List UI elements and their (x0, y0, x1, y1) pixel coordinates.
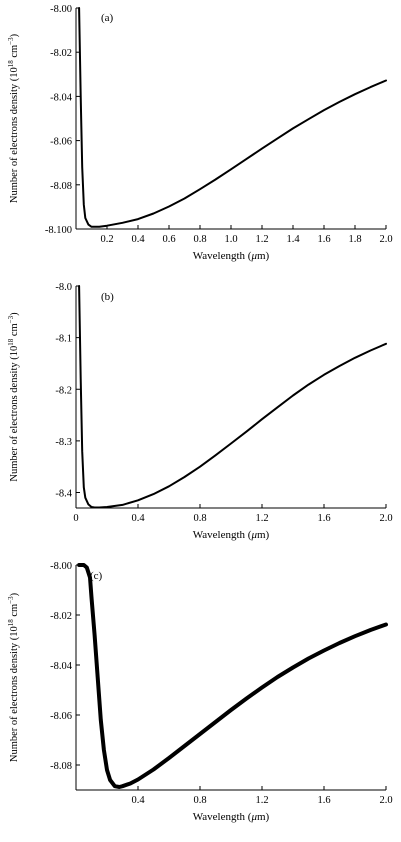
y-tick-label: -8.02 (50, 611, 72, 622)
chart-panel-0: 0.2 0.4 0.6 0.8 1.0 1.2 1.4 1.6 1.8 2.0 -8.100 -8.0… (7, 4, 393, 262)
panel-label: (c) (90, 570, 103, 582)
x-tick-label: 0.8 (193, 795, 206, 806)
x-tick-label: 0.8 (193, 513, 206, 524)
x-tick-label: 0.6 (162, 234, 175, 245)
x-tick-label: 1.0 (224, 234, 237, 245)
x-tick-label: 1.2 (255, 234, 268, 245)
y-tick-label: -8.2 (55, 385, 72, 396)
x-tick-label: 1.8 (348, 234, 361, 245)
y-tick-label: -8.04 (50, 661, 73, 672)
x-tick-label: 1.6 (317, 795, 330, 806)
x-tick-label: 1.4 (286, 234, 300, 245)
y-tick-label: -8.04 (50, 92, 73, 103)
x-tick-label: 0.4 (131, 795, 145, 806)
x-tick-label: 0.4 (131, 234, 145, 245)
chart-panel-1: 0 0.4 0.8 1.2 1.6 2.0 -8.4 -8.3 -8.2 -8.1 -8.0 (b) W… (7, 282, 393, 541)
x-tick-label: 1.2 (255, 795, 268, 806)
y-tick-label: -8.06 (50, 137, 72, 148)
panel-label: (a) (101, 12, 114, 24)
y-tick-label: -8.3 (55, 437, 72, 448)
series-line-0 (78, 285, 387, 509)
y-tick-label: -8.0 (55, 282, 72, 293)
y-axis-label: Number of electrons density (1018 cm−3) (7, 592, 20, 762)
y-tick-label: -8.06 (50, 711, 72, 722)
y-tick-label: -8.02 (50, 48, 72, 59)
x-tick-label: 0 (73, 513, 78, 524)
series-line-0 (77, 563, 388, 789)
y-tick-label: -8.00 (50, 561, 72, 572)
x-axis-label: Wavelength (μm) (193, 529, 270, 541)
panel-label: (b) (101, 291, 114, 303)
y-tick-label: -8.08 (50, 181, 72, 192)
y-tick-label: -8.100 (45, 225, 72, 236)
x-tick-label: 0.4 (131, 513, 145, 524)
series-line-0 (78, 7, 387, 228)
y-tick-label: -8.4 (55, 489, 72, 500)
chart-panel-2: 0.4 0.8 1.2 1.6 2.0 -8.08 -8.06 -8.04 -8.02 -8.00… (7, 561, 393, 823)
x-tick-label: 1.2 (255, 513, 268, 524)
y-tick-label: -8.08 (50, 761, 72, 772)
y-tick-label: -8.00 (50, 4, 72, 15)
x-tick-label: 1.6 (317, 513, 330, 524)
x-tick-label: 2.0 (379, 513, 392, 524)
x-tick-label: 0.8 (193, 234, 206, 245)
x-tick-label: 1.6 (317, 234, 330, 245)
y-axis-label: Number of electrons density (1018 cm−3) (7, 312, 20, 482)
x-axis-label: Wavelength (μm) (193, 250, 270, 262)
x-tick-label: 2.0 (379, 795, 392, 806)
y-axis-label: Number of electrons density (1018 cm−3) (7, 33, 20, 203)
x-tick-label: 0.2 (100, 234, 113, 245)
x-axis-label: Wavelength (μm) (193, 811, 270, 823)
y-tick-label: -8.1 (55, 334, 72, 345)
x-tick-label: 2.0 (379, 234, 392, 245)
